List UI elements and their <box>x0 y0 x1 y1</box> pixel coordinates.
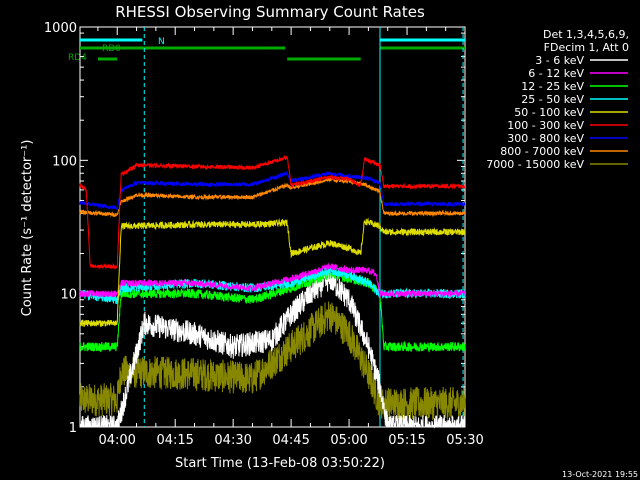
x-tick-label: 04:15 <box>156 433 193 448</box>
x-tick-label: 04:00 <box>98 433 135 448</box>
y-tick-label: 1 <box>69 421 77 436</box>
y-tick-label: 1000 <box>44 21 77 36</box>
legend-entry-label: 6 - 12 keV <box>528 67 584 80</box>
series-line-7 <box>79 176 466 218</box>
series-line-5 <box>79 154 466 270</box>
legend-entry-label: 3 - 6 keV <box>535 54 584 67</box>
series-line-8 <box>79 301 466 421</box>
x-tick-label: 05:15 <box>388 433 425 448</box>
footer-date: 13-Oct-2021 19:55 <box>562 470 638 479</box>
x-tick-label: 05:30 <box>446 433 483 448</box>
y-tick-label: 100 <box>52 154 77 169</box>
x-tick-label: 04:30 <box>214 433 251 448</box>
legend-entry-label: 12 - 25 keV <box>521 80 584 93</box>
legend-entry-label: 100 - 300 keV <box>507 119 584 132</box>
legend-entry-label: 800 - 7000 keV <box>500 145 584 158</box>
rd4-label: RD4 <box>68 53 87 63</box>
x-tick-label: 04:45 <box>272 433 309 448</box>
plot-frame <box>79 26 466 428</box>
legend-entry-label: 300 - 800 keV <box>507 132 584 145</box>
series-line-0 <box>79 267 466 429</box>
chart-title: RHESSI Observing Summary Count Rates <box>115 3 425 21</box>
series-line-2 <box>79 270 466 353</box>
x-axis-label: Start Time (13-Feb-08 03:50:22) <box>175 456 385 471</box>
n-label: N <box>158 37 165 47</box>
series-line-4 <box>79 217 466 327</box>
legend-header-line: FDecim 1, Att 0 <box>544 41 629 54</box>
y-axis-label: Count Rate (s⁻¹ detector⁻¹) <box>20 140 35 317</box>
legend-entry-label: 25 - 50 keV <box>521 93 584 106</box>
legend-entry-label: 7000 - 15000 keV <box>486 158 584 171</box>
series-line-1 <box>79 262 466 299</box>
y-tick-label: 10 <box>60 288 77 303</box>
x-tick-label: 05:00 <box>330 433 367 448</box>
series-line-6 <box>79 170 466 211</box>
legend-header-line: Det 1,3,4,5,6,9, <box>543 28 629 41</box>
legend-entry-label: 50 - 100 keV <box>514 106 584 119</box>
series-line-3 <box>79 265 466 304</box>
